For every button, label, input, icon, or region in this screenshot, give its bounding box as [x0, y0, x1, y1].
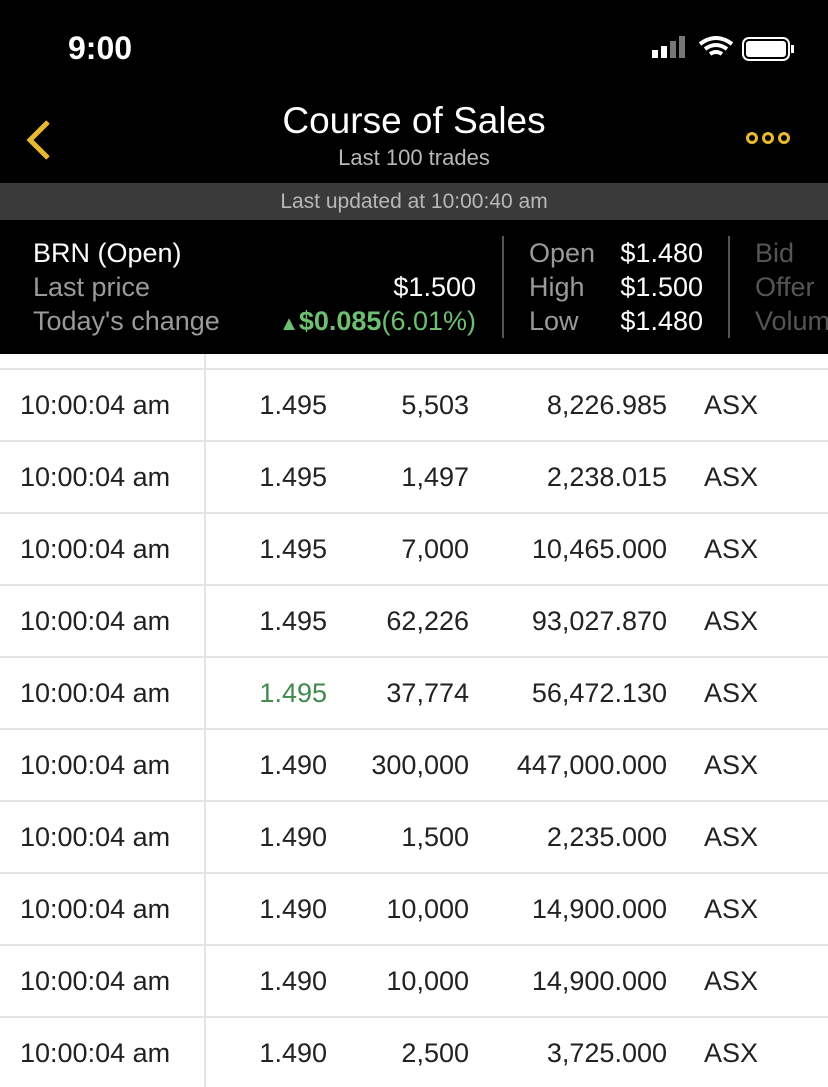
trade-time: 10:00:04 am: [20, 606, 171, 636]
trade-price: 1.495: [259, 678, 327, 708]
trade-price: 1.495: [259, 390, 327, 420]
stat-label: Offer: [755, 272, 815, 302]
trade-volume: 1,497: [401, 462, 469, 492]
status-time: 9:00: [68, 30, 133, 66]
trade-market: ASX: [704, 678, 759, 708]
trade-market: ASX: [704, 966, 759, 996]
trade-price: 1.495: [259, 534, 327, 564]
trade-value: 8,226.985: [546, 390, 667, 420]
stat-label: Open: [529, 238, 596, 268]
stat-label: Bid: [755, 238, 795, 268]
back-button[interactable]: [24, 118, 54, 162]
trade-value: 93,027.870: [531, 606, 667, 636]
trade-time: 10:00:04 am: [20, 750, 171, 780]
trade-time: 10:00:04 am: [20, 462, 171, 492]
trade-price: 1.495: [259, 462, 327, 492]
trade-volume: 5,503: [401, 390, 469, 420]
trade-row: 10:00:04 am 1.490 10,000 14,900.000 ASX: [0, 872, 828, 946]
trade-market: ASX: [704, 534, 759, 564]
trade-price: 1.490: [259, 750, 327, 780]
trade-market: ASX: [704, 750, 759, 780]
change-percent: (6.01%): [381, 306, 476, 336]
stat-label: High: [529, 272, 585, 302]
trade-value: 14,900.000: [531, 894, 667, 924]
trade-volume: 2,500: [401, 1038, 469, 1068]
stat-value: $1.500: [620, 272, 703, 302]
trade-time: 10:00:04 am: [20, 534, 171, 564]
trade-market: ASX: [704, 606, 759, 636]
trade-time: 10:00:04 am: [20, 822, 171, 852]
trade-row: 10:00:04 am 1.495 7,000 10,465.000 ASX: [0, 512, 828, 586]
header-subtitle: Last 100 trades: [338, 145, 490, 170]
stat-value: $1.480: [620, 306, 703, 336]
up-arrow: ▲: [279, 313, 299, 335]
more-button[interactable]: [745, 130, 791, 146]
trade-volume: 300,000: [371, 750, 469, 780]
header-title: Course of Sales: [282, 100, 546, 141]
trade-value: 10,465.000: [531, 534, 667, 564]
change: ▲$0.085(6.01%): [279, 306, 476, 337]
stat-label: Low: [529, 306, 579, 336]
trade-time: 10:00:04 am: [20, 966, 171, 996]
trade-value: 447,000.000: [516, 750, 667, 780]
trade-row: 10:00:04 am 1.490 300,000 447,000.000 ASX: [0, 728, 828, 802]
trade-value: 3,725.000: [546, 1038, 667, 1068]
trade-row: 10:00:04 am 1.490 2,500 3,725.000 ASX: [0, 1016, 828, 1087]
trade-volume: 10,000: [386, 894, 469, 924]
trade-row: 10:00:04 am 1.495 37,774 56,472.130 ASX: [0, 656, 828, 730]
stock-name: BRN (Open): [33, 238, 182, 268]
trade-volume: 7,000: [401, 534, 469, 564]
trade-volume: 10,000: [386, 966, 469, 996]
last-updated: Last updated at 10:00:40 am: [0, 183, 828, 220]
summary: BRN (Open) Last price $1.500 Today's cha…: [0, 220, 828, 354]
trade-price: 1.490: [259, 822, 327, 852]
trade-row: 10:00:04 am 1.495 5,503 8,226.985 ASX: [0, 368, 828, 442]
stat-label: Volume: [755, 306, 828, 336]
trade-price: 1.490: [259, 1038, 327, 1068]
status-icons: [652, 36, 794, 61]
trade-market: ASX: [704, 1038, 759, 1068]
stat-value: $1.480: [620, 238, 703, 268]
trade-time: 10:00:04 am: [20, 390, 171, 420]
trade-value: 56,472.130: [531, 678, 667, 708]
trade-value: 2,235.000: [546, 822, 667, 852]
trade-market: ASX: [704, 462, 759, 492]
trade-row: 10:00:04 am 1.490 1,500 2,235.000 ASX: [0, 800, 828, 874]
trade-value: 2,238.015: [546, 462, 667, 492]
trade-volume: 1,500: [401, 822, 469, 852]
last-price-label: Last price: [33, 272, 151, 302]
top-bar: 9:00 Course of Sales Last 100 trades: [0, 0, 828, 183]
trade-row: 10:00:04 am 1.495 1,497 2,238.015 ASX: [0, 440, 828, 514]
trade-price: 1.495: [259, 606, 327, 636]
change-label: Today's change: [33, 306, 220, 336]
change-amount: $0.085: [298, 306, 382, 336]
trade-row: 10:00:04 am 1.490 10,000 14,900.000 ASX: [0, 944, 828, 1018]
trade-value: 14,900.000: [531, 966, 667, 996]
trade-volume: 37,774: [386, 678, 469, 708]
trade-time: 10:00:04 am: [20, 1038, 171, 1068]
trade-volume: 62,226: [386, 606, 469, 636]
trade-market: ASX: [704, 390, 759, 420]
trade-market: ASX: [704, 822, 759, 852]
last-price: $1.500: [393, 272, 476, 302]
trade-time: 10:00:04 am: [20, 894, 171, 924]
trade-price: 1.490: [259, 894, 327, 924]
trade-market: ASX: [704, 894, 759, 924]
trade-time: 10:00:04 am: [20, 678, 171, 708]
trade-price: 1.490: [259, 966, 327, 996]
trade-row: 10:00:04 am 1.495 62,226 93,027.870 ASX: [0, 584, 828, 658]
